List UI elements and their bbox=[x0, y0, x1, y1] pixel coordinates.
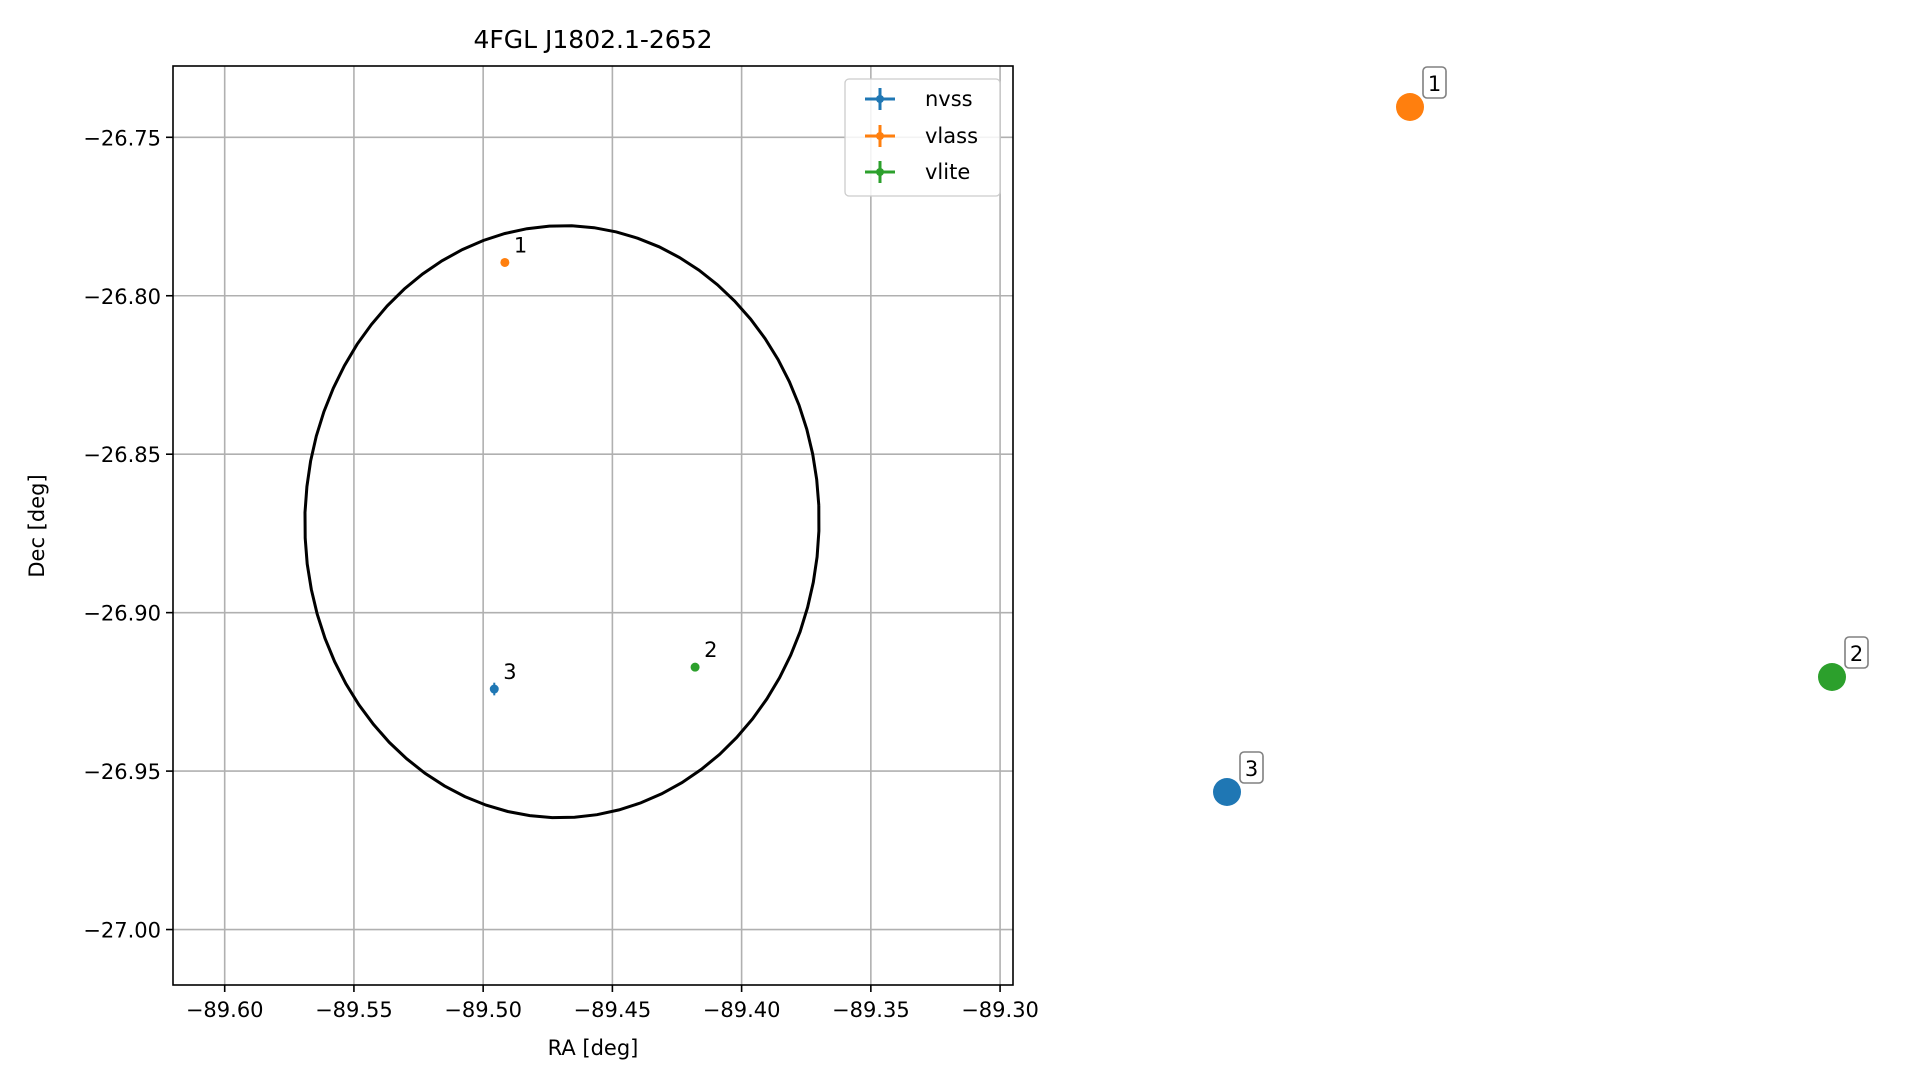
points-layer: 3 1 2 bbox=[489, 233, 717, 696]
chart-title: 4FGL J1802.1-2652 bbox=[473, 25, 712, 54]
plot-frame bbox=[172, 65, 1014, 986]
marker-label-2: 2 bbox=[1850, 642, 1863, 666]
marker-label-1: 1 bbox=[1428, 72, 1441, 96]
x-tick-label: −89.35 bbox=[832, 998, 910, 1022]
marker-label-box-1 bbox=[1422, 66, 1447, 99]
legend-label-vlass: vlass bbox=[925, 124, 978, 148]
marker-label-3: 3 bbox=[1245, 757, 1258, 781]
x-tick-label: −89.45 bbox=[574, 998, 652, 1022]
x-axis-label: RA [deg] bbox=[548, 1036, 639, 1060]
right-panel: 1 2 3 bbox=[1213, 66, 1869, 806]
data-point-vlite bbox=[690, 662, 700, 672]
y-axis-label: Dec [deg] bbox=[25, 474, 49, 577]
legend-marker-nvss-dot bbox=[876, 95, 884, 103]
ellipse-layer bbox=[303, 224, 821, 820]
left-plot: 3 1 2 −89.60 −89.55 −89.50 −89.45 −89.40 −89.35… bbox=[25, 25, 1039, 1060]
y-tick-label: −26.95 bbox=[83, 760, 161, 784]
marker-group-2: 2 bbox=[1818, 636, 1869, 691]
legend-label-nvss: nvss bbox=[925, 87, 973, 111]
data-point-vlass bbox=[500, 257, 510, 267]
legend-entry-vlass: vlass bbox=[865, 124, 978, 148]
legend-entry-vlite: vlite bbox=[865, 160, 970, 184]
y-axis-ticks: −26.75 −26.80 −26.85 −26.90 −26.95 −27.00 bbox=[83, 126, 173, 943]
x-axis-ticks: −89.60 −89.55 −89.50 −89.45 −89.40 −89.35 −89.… bbox=[186, 985, 1039, 1022]
legend: nvss vlass vlite bbox=[844, 78, 1001, 197]
marker-1 bbox=[1396, 93, 1424, 121]
y-tick-label: −26.85 bbox=[83, 443, 161, 467]
grid bbox=[173, 66, 1013, 985]
legend-marker-vlass-dot bbox=[876, 132, 884, 140]
point-label-vlite: 2 bbox=[704, 638, 717, 662]
error-ellipse bbox=[303, 224, 821, 820]
y-tick-label: −26.75 bbox=[83, 126, 161, 150]
point-label-vlass: 1 bbox=[514, 233, 527, 257]
marker-label-box-2 bbox=[1844, 636, 1869, 669]
legend-box bbox=[844, 78, 1001, 197]
legend-label-vlite: vlite bbox=[925, 160, 970, 184]
marker-label-box-3 bbox=[1239, 751, 1264, 784]
marker-2 bbox=[1818, 663, 1846, 691]
point-label-nvss: 3 bbox=[503, 660, 516, 684]
y-tick-label: −27.00 bbox=[83, 919, 161, 943]
x-tick-label: −89.50 bbox=[444, 998, 522, 1022]
x-tick-label: −89.40 bbox=[703, 998, 781, 1022]
legend-entry-nvss: nvss bbox=[865, 87, 973, 111]
x-tick-label: −89.30 bbox=[961, 998, 1039, 1022]
y-tick-label: −26.90 bbox=[83, 602, 161, 626]
x-tick-label: −89.55 bbox=[315, 998, 393, 1022]
x-tick-label: −89.60 bbox=[186, 998, 264, 1022]
marker-group-3: 3 bbox=[1213, 751, 1264, 806]
marker-3 bbox=[1213, 778, 1241, 806]
data-point-nvss bbox=[489, 684, 499, 694]
y-tick-label: −26.80 bbox=[83, 285, 161, 309]
marker-group-1: 1 bbox=[1396, 66, 1447, 121]
legend-marker-vlite-dot bbox=[876, 168, 884, 176]
